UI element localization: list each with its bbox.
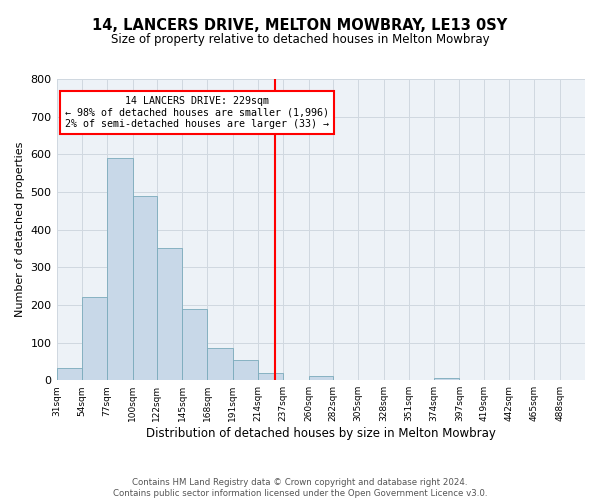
Bar — [56, 368, 82, 380]
Text: 14, LANCERS DRIVE, MELTON MOWBRAY, LE13 0SY: 14, LANCERS DRIVE, MELTON MOWBRAY, LE13 … — [92, 18, 508, 32]
X-axis label: Distribution of detached houses by size in Melton Mowbray: Distribution of detached houses by size … — [146, 427, 496, 440]
Bar — [208, 348, 233, 380]
Bar — [258, 374, 283, 380]
Text: 14 LANCERS DRIVE: 229sqm
← 98% of detached houses are smaller (1,996)
2% of semi: 14 LANCERS DRIVE: 229sqm ← 98% of detach… — [65, 96, 329, 129]
Bar — [82, 298, 107, 380]
Bar — [157, 248, 182, 380]
Bar — [434, 378, 460, 380]
Bar — [308, 376, 333, 380]
Y-axis label: Number of detached properties: Number of detached properties — [15, 142, 25, 318]
Bar — [133, 196, 157, 380]
Text: Size of property relative to detached houses in Melton Mowbray: Size of property relative to detached ho… — [110, 32, 490, 46]
Text: Contains HM Land Registry data © Crown copyright and database right 2024.
Contai: Contains HM Land Registry data © Crown c… — [113, 478, 487, 498]
Bar — [107, 158, 133, 380]
Bar — [182, 308, 208, 380]
Bar — [233, 360, 258, 380]
